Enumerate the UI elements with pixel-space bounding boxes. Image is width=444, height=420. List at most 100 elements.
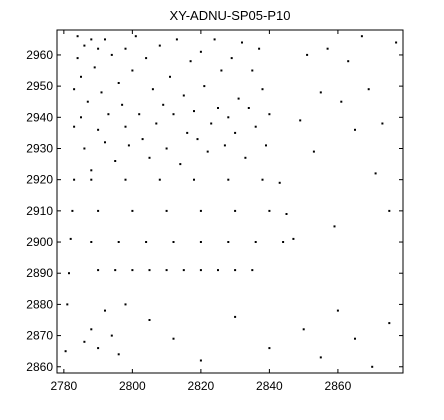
y-tick-label: 2960 [26,48,53,62]
data-point [360,35,363,38]
data-point [258,47,261,50]
data-point [165,209,168,212]
data-point [302,328,305,331]
data-point [175,38,178,41]
data-point [114,160,117,162]
data-point [148,319,151,321]
data-point [162,103,165,106]
data-point [80,75,82,78]
data-point [381,122,384,125]
data-point [234,131,237,134]
data-point [227,178,230,181]
data-point [374,172,377,175]
data-point [199,241,202,243]
data-point [93,66,96,69]
data-point [169,75,171,78]
data-point [124,303,127,306]
data-point [278,181,281,184]
data-point [121,103,124,106]
data-point [64,350,67,353]
data-point [217,269,219,272]
data-point [104,38,106,41]
data-point [354,337,356,340]
y-tick-label: 2870 [26,329,53,343]
data-point [110,334,113,337]
y-tick-label: 2880 [26,297,53,311]
data-point [285,213,288,215]
chart-title: XY-ADNU-SP05-P10 [170,8,291,23]
data-point [367,88,370,91]
data-point [73,88,76,91]
y-tick-label: 2890 [26,266,53,280]
data-point [247,107,250,109]
data-point [182,94,185,97]
data-point [347,60,350,63]
data-point [182,269,185,272]
data-point [340,100,343,103]
data-point [141,138,144,141]
data-point [117,82,120,84]
data-points [64,35,398,368]
data-point [90,241,93,243]
data-point [186,131,189,134]
data-point [73,178,76,181]
data-point [124,125,127,128]
data-point [97,209,100,212]
y-tick-label: 2900 [26,235,53,249]
x-tick-label: 2840 [256,379,283,393]
data-point [299,119,302,122]
data-point [131,209,134,212]
data-point [227,241,230,243]
data-point [196,138,199,141]
data-point [199,209,202,212]
data-point [172,241,175,243]
data-point [189,60,192,63]
data-point [155,122,158,125]
data-point [354,128,356,131]
plot-frame [56,29,404,374]
data-point [124,178,127,181]
data-point [213,38,216,41]
data-point [117,241,120,243]
data-point [134,35,137,38]
data-point [244,156,247,159]
data-point [151,88,154,91]
data-point [268,113,271,116]
data-point [234,315,237,318]
data-point [104,309,106,312]
data-point [217,107,219,109]
data-point [292,237,295,240]
data-point [230,57,233,60]
data-point [90,178,93,181]
data-point [234,209,237,212]
data-point [158,44,161,47]
data-point [268,347,271,350]
data-point [227,116,230,119]
data-point [68,272,70,275]
y-tick-label: 2860 [26,360,53,374]
data-point [312,150,315,153]
data-point [234,269,237,272]
data-point [69,237,72,240]
data-point [73,125,76,128]
data-point [110,53,113,56]
data-point [254,241,257,243]
data-point [83,44,86,47]
y-tick-label: 2950 [26,79,53,93]
data-point [388,209,391,212]
data-point [90,328,93,331]
data-point [265,144,267,147]
data-point [220,69,223,72]
data-point [107,113,110,116]
data-point [336,309,339,312]
x-tick-label: 2780 [50,379,77,393]
data-point [117,353,120,356]
data-point [165,147,168,150]
y-axis-ticks: 2860 2870 2880 2890 2900 2910 2920 2930 2940 2950… [26,48,403,374]
data-point [371,365,374,368]
data-point [83,340,86,343]
data-point [319,91,322,94]
data-point [261,178,264,181]
data-point [210,122,213,125]
